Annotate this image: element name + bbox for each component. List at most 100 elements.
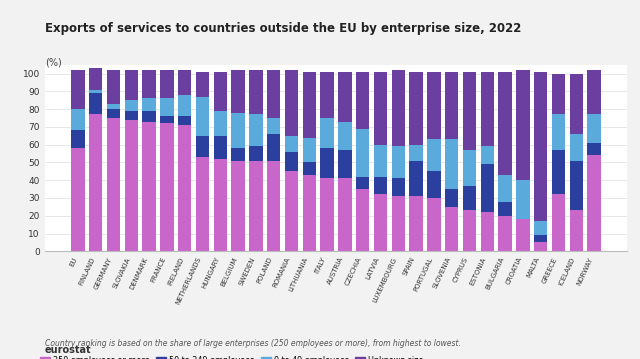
- Bar: [445, 72, 458, 139]
- Bar: [178, 116, 191, 125]
- Bar: [481, 146, 494, 164]
- Bar: [356, 72, 369, 129]
- Bar: [107, 104, 120, 109]
- Bar: [249, 70, 262, 115]
- Bar: [160, 70, 173, 98]
- Bar: [463, 72, 476, 150]
- Bar: [214, 111, 227, 136]
- Bar: [232, 148, 244, 160]
- Bar: [321, 148, 334, 178]
- Bar: [410, 196, 423, 251]
- Text: eurostat: eurostat: [45, 345, 92, 355]
- Bar: [125, 120, 138, 251]
- Bar: [321, 118, 334, 148]
- Bar: [196, 72, 209, 97]
- Bar: [392, 70, 405, 146]
- Bar: [107, 109, 120, 118]
- Bar: [499, 72, 512, 175]
- Bar: [570, 74, 583, 134]
- Bar: [516, 70, 529, 180]
- Bar: [178, 70, 191, 95]
- Bar: [267, 160, 280, 251]
- Bar: [267, 70, 280, 118]
- Bar: [516, 180, 529, 219]
- Bar: [552, 150, 565, 195]
- Bar: [374, 72, 387, 145]
- Bar: [552, 115, 565, 150]
- Bar: [570, 160, 583, 210]
- Bar: [534, 242, 547, 251]
- Bar: [481, 72, 494, 146]
- Bar: [499, 216, 512, 251]
- Bar: [267, 134, 280, 160]
- Bar: [428, 171, 440, 198]
- Bar: [249, 146, 262, 160]
- Text: (%): (%): [45, 57, 61, 67]
- Bar: [71, 148, 84, 251]
- Bar: [570, 210, 583, 251]
- Bar: [249, 160, 262, 251]
- Bar: [445, 189, 458, 207]
- Bar: [143, 98, 156, 111]
- Bar: [374, 195, 387, 251]
- Bar: [160, 116, 173, 123]
- Bar: [214, 72, 227, 111]
- Bar: [285, 171, 298, 251]
- Bar: [125, 100, 138, 111]
- Bar: [338, 72, 351, 121]
- Text: Country ranking is based on the share of large enterprises (250 employees or mor: Country ranking is based on the share of…: [45, 339, 461, 348]
- Bar: [516, 219, 529, 251]
- Bar: [285, 152, 298, 171]
- Bar: [481, 212, 494, 251]
- Bar: [267, 118, 280, 134]
- Bar: [71, 130, 84, 148]
- Bar: [392, 196, 405, 251]
- Bar: [321, 178, 334, 251]
- Bar: [463, 150, 476, 186]
- Bar: [125, 70, 138, 100]
- Bar: [338, 150, 351, 178]
- Bar: [71, 70, 84, 109]
- Bar: [232, 113, 244, 148]
- Bar: [428, 72, 440, 139]
- Bar: [338, 178, 351, 251]
- Bar: [445, 207, 458, 251]
- Bar: [196, 97, 209, 136]
- Bar: [214, 159, 227, 251]
- Bar: [534, 72, 547, 221]
- Bar: [196, 157, 209, 251]
- Bar: [552, 74, 565, 115]
- Bar: [303, 72, 316, 137]
- Bar: [392, 146, 405, 178]
- Bar: [374, 177, 387, 195]
- Bar: [160, 123, 173, 251]
- Bar: [178, 125, 191, 251]
- Bar: [89, 68, 102, 89]
- Bar: [356, 189, 369, 251]
- Bar: [285, 70, 298, 136]
- Bar: [71, 109, 84, 130]
- Bar: [196, 136, 209, 157]
- Bar: [410, 145, 423, 160]
- Bar: [303, 162, 316, 175]
- Bar: [392, 178, 405, 196]
- Legend: 250 employees or more, 50 to 249 employees, 0 to 49 employees, Unknown size: 250 employees or more, 50 to 249 employe…: [37, 353, 427, 359]
- Bar: [89, 93, 102, 115]
- Bar: [178, 95, 191, 116]
- Bar: [143, 111, 156, 121]
- Bar: [107, 118, 120, 251]
- Bar: [356, 177, 369, 189]
- Bar: [588, 143, 601, 155]
- Bar: [534, 221, 547, 235]
- Bar: [232, 70, 244, 113]
- Bar: [463, 210, 476, 251]
- Bar: [160, 98, 173, 116]
- Bar: [445, 139, 458, 189]
- Bar: [143, 121, 156, 251]
- Bar: [481, 164, 494, 212]
- Bar: [356, 129, 369, 177]
- Text: Exports of services to countries outside the EU by enterprise size, 2022: Exports of services to countries outside…: [45, 22, 521, 34]
- Bar: [214, 136, 227, 159]
- Bar: [534, 235, 547, 242]
- Bar: [374, 145, 387, 177]
